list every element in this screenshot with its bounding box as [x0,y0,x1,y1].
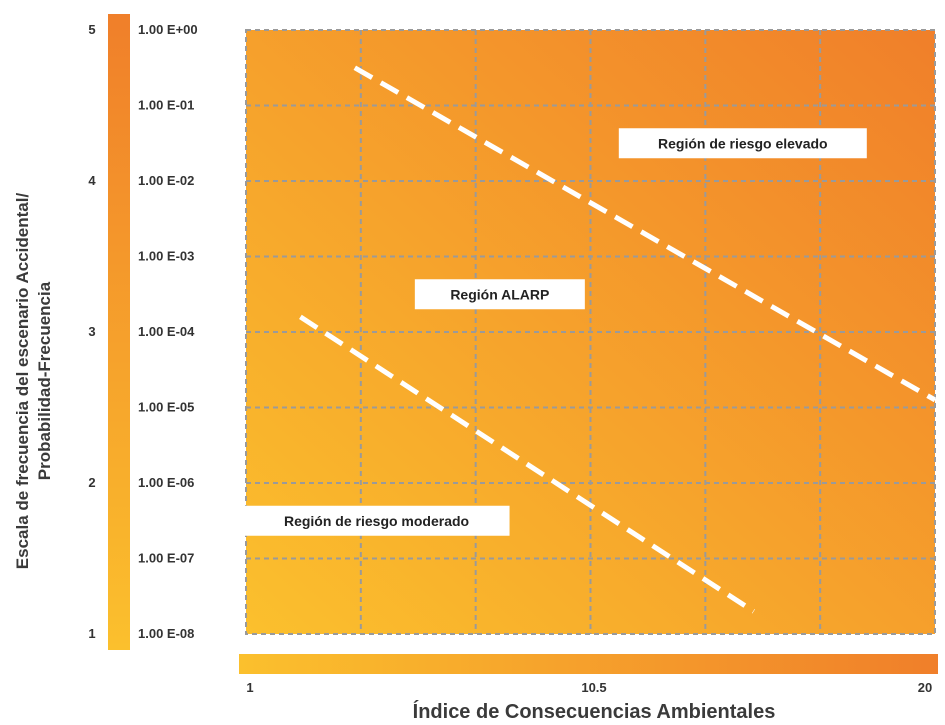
frequency-tick-label: 1.00 E-05 [138,400,194,415]
frequency-tick-label: 1.00 E-08 [138,626,194,641]
region-label-box [618,128,867,159]
frequency-tick-label: 1.00 E-02 [138,173,194,188]
region-label: Región ALARP [414,279,585,310]
scale-tick-label: 3 [88,324,95,339]
region-label: Región de riesgo moderado [243,505,510,536]
region-label-box [243,505,510,536]
x-tick-label: 10.5 [581,680,606,695]
region-label-text: Región ALARP [450,286,549,302]
scale-tick-label: 1 [88,626,95,641]
frequency-tick-label: 1.00 E-07 [138,551,194,566]
plot-border [245,29,936,635]
region-label-text: Región de riesgo elevado [658,135,828,151]
x-tick-label: 1 [246,680,253,695]
y-axis-title-line-1: Escala de frecuencia del escenario Accid… [13,193,32,570]
frequency-tick-label: 1.00 E-04 [138,324,195,339]
scale-tick-label: 2 [88,475,95,490]
scale-tick-label: 4 [88,173,96,188]
consequence-scale-bar [239,654,938,674]
frequency-tick-label: 1.00 E-03 [138,249,194,264]
scale-tick-label: 5 [88,22,95,37]
boundary-line-upper [353,65,937,403]
frequency-tick-label: 1.00 E-06 [138,475,194,490]
region-label-text: Región de riesgo moderado [284,513,469,529]
region-label-box [414,279,585,310]
y-axis-title-line-2: Probabilidad-Frecuencia [35,281,54,480]
frequency-tick-label: 1.00 E-01 [138,98,194,113]
frequency-tick-label: 1.00 E+00 [138,22,198,37]
frequency-scale-bar [108,14,130,650]
x-tick-label: 20 [918,680,932,695]
x-axis-title: Índice de Consecuencias Ambientales [413,700,776,723]
region-label: Región de riesgo elevado [618,128,867,159]
boundary-line-lower [299,314,756,614]
